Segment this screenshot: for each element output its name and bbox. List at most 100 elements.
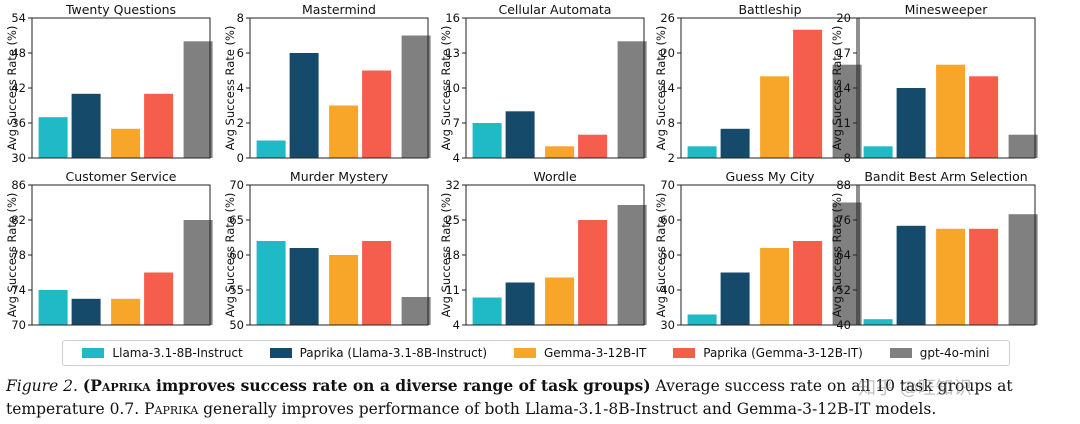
bar-gpt-4o-mini <box>183 41 213 158</box>
y-tick-label: 42 <box>11 81 26 95</box>
bar-gpt-4o-mini <box>401 297 431 325</box>
bar-paprika-gemma-3-12b-it <box>793 241 823 325</box>
y-tick-label: 82 <box>11 213 26 227</box>
y-axis-label: Avg Success Rate (%) <box>439 26 453 151</box>
bar-gemma-3-12b-it <box>329 255 359 325</box>
y-tick-label: 11 <box>836 116 851 130</box>
y-tick-label: 26 <box>660 11 675 25</box>
y-tick-label: 55 <box>229 283 244 297</box>
subplot-murder-mystery: 50 55 60 65 70 Murder Mystery Avg Success Rate… <box>223 169 431 332</box>
y-tick-label: 52 <box>836 283 851 297</box>
subplot-title: Customer Service <box>66 169 177 184</box>
legend-label: Paprika (Llama-3.1-8B-Instruct) <box>299 346 488 360</box>
y-tick-label: 50 <box>660 248 675 262</box>
y-tick-label: 78 <box>11 248 26 262</box>
subplot-title: Twenty Questions <box>65 2 176 17</box>
legend-item-paprika-gemma: Paprika (Gemma-3-12B-IT) <box>673 346 863 360</box>
bar-gpt-4o-mini <box>617 205 647 325</box>
y-axis-label: Avg Success Rate (%) <box>5 193 19 318</box>
legend-swatch <box>82 348 105 358</box>
y-tick-label: 88 <box>836 178 851 192</box>
legend-item-gemma: Gemma-3-12B-IT <box>513 346 647 360</box>
bar-paprika-gemma-3-12b-it <box>793 29 823 159</box>
y-tick-label: 25 <box>445 213 460 227</box>
caption-body: Average success rate on all 10 task grou… <box>6 377 1013 418</box>
y-tick-label: 8 <box>237 11 244 25</box>
y-tick-label: 70 <box>229 178 244 192</box>
caption-figure-label: Figure 2. <box>6 377 78 395</box>
bar-paprika-llama-3-1-8b-instruct <box>505 111 535 158</box>
legend-label: Llama-3.1-8B-Instruct <box>112 346 243 360</box>
bar-llama-3-1-8b-instruct <box>38 290 68 325</box>
y-tick-label: 8 <box>668 116 675 130</box>
y-tick-label: 54 <box>11 11 26 25</box>
subplot-guess-my-city: 30 40 50 60 70 Guess My City Avg Success Rate … <box>654 169 862 332</box>
y-tick-label: 18 <box>445 248 460 262</box>
y-tick-label: 4 <box>237 81 244 95</box>
y-tick-label: 11 <box>445 283 460 297</box>
bar-paprika-gemma-3-12b-it <box>144 272 174 325</box>
y-axis-label: Avg Success Rate (%) <box>5 26 19 151</box>
bar-gpt-4o-mini <box>617 41 647 158</box>
bar-llama-3-1-8b-instruct <box>472 123 502 158</box>
subplot-title: Battleship <box>738 2 801 17</box>
bar-llama-3-1-8b-instruct <box>687 314 717 325</box>
bar-llama-3-1-8b-instruct <box>687 146 717 158</box>
bar-paprika-gemma-3-12b-it <box>578 134 608 158</box>
legend-label: Paprika (Gemma-3-12B-IT) <box>703 346 863 360</box>
caption-bold-summary: improves success rate on a diverse range… <box>150 376 651 395</box>
subplot-mastermind: 0 2 4 6 8 Mastermind Avg Success Rate (%) <box>223 2 431 165</box>
legend-label: Gemma-3-12B-IT <box>543 346 647 360</box>
y-tick-label: 10 <box>445 81 460 95</box>
bar-paprika-llama-3-1-8b-instruct <box>896 88 926 158</box>
subplot-title: Bandit Best Arm Selection <box>864 169 1027 184</box>
legend-item-llama: Llama-3.1-8B-Instruct <box>82 346 243 360</box>
subplot-customer-service: 70 74 78 82 86 Customer Service Avg Success Ra… <box>5 169 213 332</box>
y-tick-label: 48 <box>11 46 26 60</box>
bar-paprika-llama-3-1-8b-instruct <box>289 248 319 325</box>
bar-paprika-llama-3-1-8b-instruct <box>71 298 101 326</box>
bar-llama-3-1-8b-instruct <box>863 319 893 325</box>
bar-gemma-3-12b-it <box>111 298 141 326</box>
caption-method-name-2: Paprika <box>144 400 199 418</box>
y-tick-label: 30 <box>11 151 26 165</box>
y-axis-label: Avg Success Rate (%) <box>223 193 237 318</box>
y-tick-label: 40 <box>660 283 675 297</box>
y-tick-label: 0 <box>237 151 244 165</box>
legend-swatch <box>889 348 912 358</box>
bar-paprika-gemma-3-12b-it <box>144 93 174 158</box>
bar-gpt-4o-mini <box>1008 134 1038 158</box>
subplot-twenty-questions: 30 36 42 48 54 Twenty Questions Avg Success Ra… <box>5 2 213 165</box>
y-tick-label: 86 <box>11 178 26 192</box>
y-tick-label: 30 <box>660 318 675 332</box>
bar-gemma-3-12b-it <box>545 146 575 158</box>
bar-gemma-3-12b-it <box>936 228 966 326</box>
bar-llama-3-1-8b-instruct <box>863 146 893 158</box>
y-tick-label: 70 <box>11 318 26 332</box>
bar-paprika-gemma-3-12b-it <box>362 241 392 325</box>
y-axis-label: Avg Success Rate (%) <box>223 26 237 151</box>
y-tick-label: 76 <box>836 213 851 227</box>
y-tick-label: 14 <box>660 81 675 95</box>
y-axis-label: Avg Success Rate (%) <box>654 26 668 151</box>
y-tick-label: 32 <box>445 178 460 192</box>
bar-gpt-4o-mini <box>183 220 213 325</box>
watermark: 知乎 @旺知识 <box>858 378 972 399</box>
y-axis-label: Avg Success Rate (%) <box>830 193 844 318</box>
bar-paprika-llama-3-1-8b-instruct <box>505 282 535 325</box>
caption-bold-open: ( <box>82 376 91 395</box>
bar-gemma-3-12b-it <box>760 76 790 158</box>
bar-llama-3-1-8b-instruct <box>472 297 502 325</box>
bar-gemma-3-12b-it <box>936 64 966 158</box>
subplot-bandit-best-arm-selection: 40 52 64 76 88 Bandit Best Arm Selection Avg S… <box>830 169 1038 332</box>
y-axis-label: Avg Success Rate (%) <box>830 26 844 151</box>
y-tick-label: 16 <box>445 11 460 25</box>
y-tick-label: 4 <box>453 318 460 332</box>
legend-swatch <box>513 348 536 358</box>
subplot-title: Mastermind <box>302 2 376 17</box>
y-tick-label: 13 <box>445 46 460 60</box>
subplot-title: Murder Mystery <box>290 169 389 184</box>
bar-paprika-llama-3-1-8b-instruct <box>896 225 926 325</box>
